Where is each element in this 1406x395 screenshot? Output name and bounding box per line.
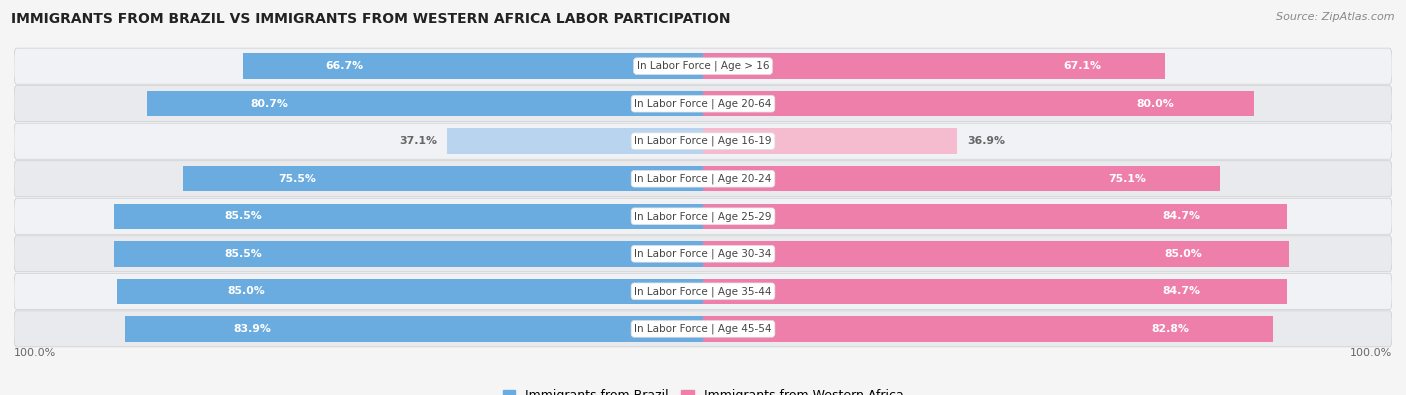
Text: 75.5%: 75.5% (278, 174, 316, 184)
Text: In Labor Force | Age 25-29: In Labor Force | Age 25-29 (634, 211, 772, 222)
Text: 83.9%: 83.9% (233, 324, 271, 334)
Bar (114, 241, 703, 267)
Bar (703, 128, 957, 154)
FancyBboxPatch shape (14, 273, 1392, 309)
Text: 36.9%: 36.9% (967, 136, 1005, 146)
FancyBboxPatch shape (14, 198, 1392, 234)
Bar (117, 278, 703, 304)
Text: 80.0%: 80.0% (1136, 99, 1174, 109)
Text: In Labor Force | Age 20-24: In Labor Force | Age 20-24 (634, 173, 772, 184)
Text: In Labor Force | Age 20-64: In Labor Force | Age 20-64 (634, 98, 772, 109)
Text: 67.1%: 67.1% (1063, 61, 1101, 71)
Text: 85.0%: 85.0% (228, 286, 266, 296)
Bar (703, 91, 1254, 117)
Text: 84.7%: 84.7% (1163, 211, 1201, 221)
Bar (114, 203, 703, 229)
FancyBboxPatch shape (14, 86, 1392, 122)
Bar (703, 316, 1274, 342)
Text: 37.1%: 37.1% (399, 136, 437, 146)
Text: In Labor Force | Age 30-34: In Labor Force | Age 30-34 (634, 248, 772, 259)
Text: 80.7%: 80.7% (250, 99, 288, 109)
Text: In Labor Force | Age 16-19: In Labor Force | Age 16-19 (634, 136, 772, 147)
Text: In Labor Force | Age 45-54: In Labor Force | Age 45-54 (634, 324, 772, 334)
Text: 85.5%: 85.5% (225, 249, 263, 259)
Text: 100.0%: 100.0% (1350, 348, 1392, 358)
Bar (148, 91, 703, 117)
Text: 85.0%: 85.0% (1164, 249, 1202, 259)
Text: 82.8%: 82.8% (1152, 324, 1189, 334)
Bar (703, 203, 1286, 229)
Bar (447, 128, 703, 154)
FancyBboxPatch shape (14, 236, 1392, 272)
Text: 100.0%: 100.0% (14, 348, 56, 358)
Text: Source: ZipAtlas.com: Source: ZipAtlas.com (1277, 12, 1395, 22)
Bar (243, 53, 703, 79)
FancyBboxPatch shape (14, 311, 1392, 347)
Text: 66.7%: 66.7% (326, 61, 364, 71)
Bar (703, 53, 1166, 79)
Text: 84.7%: 84.7% (1163, 286, 1201, 296)
Text: 75.1%: 75.1% (1108, 174, 1146, 184)
FancyBboxPatch shape (14, 48, 1392, 84)
Bar (125, 316, 703, 342)
FancyBboxPatch shape (14, 123, 1392, 159)
Bar (703, 278, 1286, 304)
Text: In Labor Force | Age 35-44: In Labor Force | Age 35-44 (634, 286, 772, 297)
Legend: Immigrants from Brazil, Immigrants from Western Africa: Immigrants from Brazil, Immigrants from … (498, 384, 908, 395)
Text: In Labor Force | Age > 16: In Labor Force | Age > 16 (637, 61, 769, 71)
Bar (183, 166, 703, 192)
Text: 85.5%: 85.5% (225, 211, 263, 221)
Bar (703, 241, 1289, 267)
Bar (703, 166, 1220, 192)
FancyBboxPatch shape (14, 161, 1392, 197)
Text: IMMIGRANTS FROM BRAZIL VS IMMIGRANTS FROM WESTERN AFRICA LABOR PARTICIPATION: IMMIGRANTS FROM BRAZIL VS IMMIGRANTS FRO… (11, 12, 731, 26)
